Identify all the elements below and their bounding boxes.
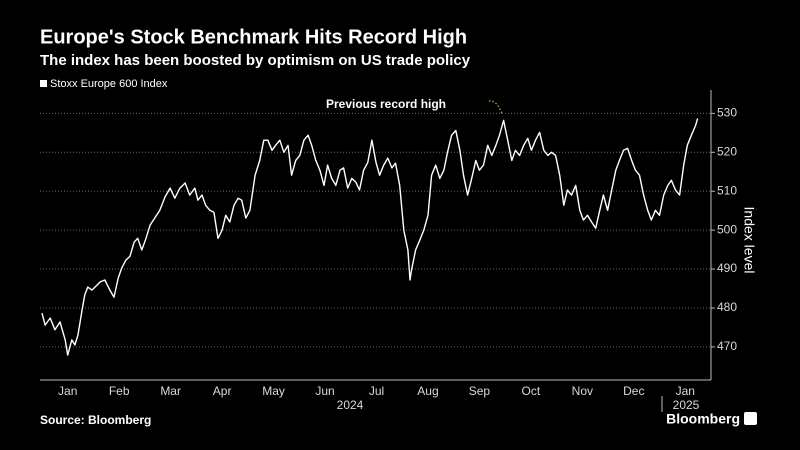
legend-swatch — [40, 80, 47, 87]
annotation-pointer — [488, 100, 503, 115]
x-tick-label: May — [262, 384, 285, 398]
legend-label: Stoxx Europe 600 Index — [50, 78, 168, 90]
x-tick-label: Apr — [213, 384, 232, 398]
x-tick-label: Dec — [623, 384, 644, 398]
x-tick-label: Feb — [109, 384, 130, 398]
x-tick-label: Nov — [572, 384, 593, 398]
y-tick-label: 490 — [717, 261, 737, 275]
brand-icon — [744, 412, 757, 425]
y-tick-label: 520 — [717, 144, 737, 158]
y-tick-label: 530 — [717, 106, 737, 120]
y-tick-label: 470 — [717, 339, 737, 353]
x-tick-label: Oct — [522, 384, 541, 398]
x-tick-label: Jun — [315, 384, 334, 398]
y-tick-label: 480 — [717, 300, 737, 314]
source: Source: Bloomberg — [40, 413, 151, 427]
series-line — [41, 118, 699, 356]
y-tick-label: 510 — [717, 183, 737, 197]
x-tick-label: Jan — [58, 384, 77, 398]
annotation: Previous record high — [326, 97, 446, 111]
chart-subtitle: The index has been boosted by optimism o… — [40, 52, 471, 69]
chart-title: Europe's Stock Benchmark Hits Record Hig… — [40, 26, 467, 48]
y-axis-label: Index level — [741, 207, 757, 274]
x-tick-label: Jan — [676, 384, 695, 398]
x-tick-label: Aug — [417, 384, 438, 398]
year-label: 2025 — [673, 398, 700, 412]
x-tick-label: Jul — [369, 384, 384, 398]
x-tick-label: Sep — [469, 384, 491, 398]
y-tick-label: 500 — [717, 222, 737, 236]
year-label: 2024 — [337, 398, 364, 412]
brand: Bloomberg — [666, 411, 740, 427]
x-tick-label: Mar — [160, 384, 181, 398]
